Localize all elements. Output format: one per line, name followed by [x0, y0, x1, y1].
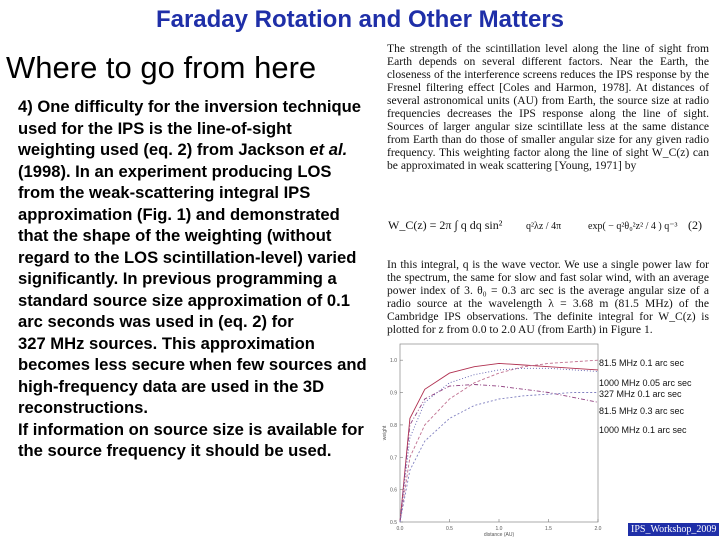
paper-excerpt-2: In this integral, q is the wave vector. …	[387, 246, 709, 348]
paper-paragraph-2: In this integral, q is the wave vector. …	[387, 257, 709, 337]
x-axis-label: distance (AU)	[484, 532, 515, 538]
legend-entry-3: 327 MHz 0.1 arc sec	[599, 389, 682, 399]
series-line-2	[399, 359, 599, 523]
slide-heading: Where to go from here	[6, 50, 317, 85]
plot-gridlines	[399, 359, 599, 523]
legend-entry-5: 1000 MHz 0.1 arc sec	[599, 425, 687, 435]
y-tick-label: 0.5	[390, 520, 397, 526]
y-tick-label: 0.6	[390, 488, 397, 494]
equation-2: W_C(z) = 2π ∫ q dq sin² q²λz / 4π exp( −…	[388, 207, 710, 243]
equation-fraction: q²λz / 4π	[526, 221, 561, 232]
series-line-1	[399, 362, 599, 523]
y-tick-label: 0.8	[390, 423, 397, 429]
weighting-plot: 0.0 0.5 1.0 1.5 2.0 0.5 0.6 0.7 0.8 0.9 1.0 dista…	[380, 338, 720, 540]
equation-number: (2)	[688, 218, 702, 232]
paper-paragraph-1: The strength of the scintillation level …	[387, 42, 709, 172]
x-tick-label: 0.5	[446, 526, 453, 532]
plot-x-ticks: 0.0 0.5 1.0 1.5 2.0	[397, 526, 602, 532]
body-text-etal: et al.	[309, 140, 348, 159]
body-paragraph-3: If information on source size is availab…	[18, 419, 364, 461]
body-paragraph-2: 327 MHz sources. This approximation beco…	[18, 333, 367, 418]
legend-entry-2: 1000 MHz 0.05 arc sec	[599, 378, 692, 388]
equation-svg: W_C(z) = 2π ∫ q dq sin² q²λz / 4π exp( −…	[388, 218, 702, 232]
y-axis-label: weight	[382, 425, 388, 440]
body-paragraph: 4) One difficulty for the inversion tech…	[18, 96, 368, 333]
equation-exponential: exp( − q²θ₀²z² / 4 ) q⁻³	[588, 221, 678, 232]
body-text-part2: (1998). In an experiment producing LOS f…	[18, 161, 357, 332]
x-tick-label: 1.0	[496, 526, 503, 532]
plot-y-ticks: 0.5 0.6 0.7 0.8 0.9 1.0	[390, 358, 397, 526]
paper-excerpt: The strength of the scintillation level …	[387, 42, 709, 172]
legend-entry-1: 81.5 MHz 0.1 arc sec	[599, 358, 685, 368]
plot-frame	[399, 343, 599, 523]
slide-body: 4) One difficulty for the inversion tech…	[18, 96, 368, 462]
series-line-5	[399, 392, 598, 523]
series-line-4	[399, 384, 599, 523]
y-tick-label: 1.0	[390, 358, 397, 364]
body-text-part1: 4) One difficulty for the inversion tech…	[18, 97, 361, 159]
y-tick-label: 0.9	[390, 391, 397, 397]
y-tick-label: 0.7	[390, 455, 397, 461]
slide-title: Faraday Rotation and Other Matters	[155, 6, 565, 33]
x-tick-label: 0.0	[397, 526, 404, 532]
equation-lhs: W_C(z) = 2π ∫ q dq sin²	[388, 218, 503, 232]
legend-entry-4: 81.5 MHz 0.3 arc sec	[599, 406, 685, 416]
x-tick-label: 1.5	[545, 526, 552, 532]
series-line-3	[399, 367, 599, 523]
x-tick-label: 2.0	[595, 526, 602, 532]
workshop-tag: IPS_Workshop_2009	[628, 523, 720, 536]
plot-svg: 0.0 0.5 1.0 1.5 2.0 0.50.60.70.80.91.0 dista…	[382, 343, 602, 538]
plot-series	[399, 359, 599, 523]
